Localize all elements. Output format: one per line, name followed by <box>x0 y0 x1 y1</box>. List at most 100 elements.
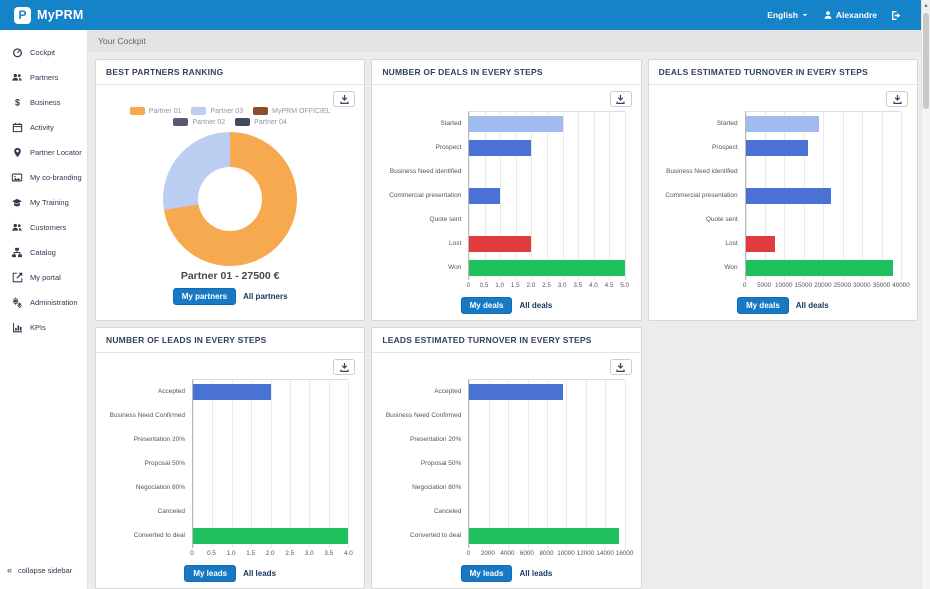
sidebar-item-cockpit[interactable]: Cockpit <box>0 40 87 65</box>
sidebar-item-label: Administration <box>30 298 78 307</box>
category-label: Commercial presentation <box>389 191 462 199</box>
sidebar-item-administration[interactable]: Administration <box>0 290 87 315</box>
download-button[interactable] <box>333 91 356 107</box>
bar-converted-to-deal <box>469 528 619 544</box>
legend-swatch <box>235 118 251 126</box>
bar-row <box>746 208 901 232</box>
sidebar-item-activity[interactable]: Activity <box>0 115 87 140</box>
category-label: Won <box>448 263 462 271</box>
category-label: Business Need Confirmed <box>385 411 462 419</box>
bar-row <box>469 428 624 452</box>
category-label: Quote sent <box>705 215 738 223</box>
my-leads-button[interactable]: My leads <box>460 565 513 582</box>
legend-item-myprm-officiel[interactable]: MyPRM OFFICIEL <box>253 107 331 115</box>
category-label: Proposal 50% <box>420 459 462 467</box>
gauge-icon <box>11 47 23 58</box>
axis-tick-label: 35000 <box>872 282 891 289</box>
all-partners-button[interactable]: All partners <box>243 292 288 301</box>
sidebar-item-label: Partner Locator <box>30 148 82 157</box>
all-leads-button[interactable]: All leads <box>519 569 553 578</box>
download-button[interactable] <box>886 91 908 107</box>
sidebar-item-partner-locator[interactable]: Partner Locator <box>0 140 87 165</box>
category-label: Lost <box>725 239 738 247</box>
bar-prospect <box>469 140 532 156</box>
vertical-scrollbar[interactable]: ▲ <box>921 0 930 589</box>
sidebar-item-catalog[interactable]: Catalog <box>0 240 87 265</box>
axis-tick-label: 8000 <box>539 550 554 557</box>
sidebar-item-kpis[interactable]: KPIs <box>0 315 87 340</box>
bar-row <box>193 452 348 476</box>
panel-title: BEST PARTNERS RANKING <box>96 60 365 85</box>
category-label: Business Need identified <box>666 167 738 175</box>
legend-swatch <box>173 118 189 126</box>
bar-row <box>469 452 624 476</box>
bar-row <box>745 112 901 136</box>
language-label: English <box>767 10 798 20</box>
sidebar-item-my-co-branding[interactable]: My co-branding <box>0 165 87 190</box>
category-label: Converted to deal <box>410 531 462 539</box>
double-chevron-left-icon: « <box>7 565 13 575</box>
logout-button[interactable] <box>891 10 902 21</box>
axis-tick-label: 0.5 <box>479 282 489 289</box>
axis-tick-label: 6000 <box>519 550 534 557</box>
category-label: Lost <box>449 239 462 247</box>
axis-tick-label: 5000 <box>757 282 772 289</box>
legend-item-partner-02[interactable]: Partner 02 <box>173 118 225 126</box>
legend-label: Partner 03 <box>210 107 244 115</box>
axis-tick-label: 14000 <box>596 550 614 557</box>
download-button[interactable] <box>333 359 356 375</box>
legend-swatch <box>129 107 145 115</box>
all-deals-button[interactable]: All deals <box>519 301 553 310</box>
sidebar-item-label: Activity <box>30 123 54 132</box>
bar-lost <box>745 236 775 252</box>
category-axis: Started Prospect Business Need identified C… <box>659 111 745 280</box>
sidebar-item-my-training[interactable]: My Training <box>0 190 87 215</box>
legend-item-partner-03[interactable]: Partner 03 <box>191 107 243 115</box>
bar-row <box>469 136 624 160</box>
legend-swatch <box>253 107 269 115</box>
user-menu[interactable]: Alexandre <box>823 10 877 20</box>
scrollbar-thumb[interactable] <box>923 13 929 109</box>
collapse-sidebar-button[interactable]: « collapse sidebar <box>7 565 72 575</box>
sidebar-item-my-portal[interactable]: My portal <box>0 265 87 290</box>
chart-legend: Partner 01 Partner 03 MyPRM OFFICIEL Partne… <box>106 107 354 126</box>
all-leads-button[interactable]: All leads <box>243 569 277 578</box>
axis-tick-label: 4.0 <box>589 282 598 289</box>
axis-tick-label: 5.0 <box>620 282 630 289</box>
legend-item-partner-04[interactable]: Partner 04 <box>235 118 287 126</box>
bar-accepted <box>193 384 271 400</box>
category-label: Business Need identified <box>389 167 462 175</box>
axis-tick-label: 2000 <box>480 550 495 557</box>
donut-chart: Partner 01 Partner 03 MyPRM OFFICIEL Partne… <box>106 107 354 282</box>
sign-out-icon <box>891 10 902 21</box>
scroll-up-arrow-icon[interactable]: ▲ <box>922 0 930 12</box>
my-partners-button[interactable]: My partners <box>172 288 237 305</box>
brand-logo[interactable]: P MyPRM <box>14 6 84 24</box>
language-dropdown[interactable]: English <box>767 10 809 20</box>
my-deals-button[interactable]: My deals <box>736 297 789 314</box>
all-deals-button[interactable]: All deals <box>795 301 829 310</box>
sidebar-item-customers[interactable]: Customers <box>0 215 87 240</box>
axis-tick-label: 0 <box>742 282 747 289</box>
download-button[interactable] <box>609 91 632 107</box>
bar-accepted <box>469 384 564 400</box>
sidebar-item-partners[interactable]: Partners <box>0 65 87 90</box>
download-button[interactable] <box>609 359 632 375</box>
category-label: Prospect <box>435 143 462 151</box>
external-link-icon <box>11 272 23 283</box>
bar-row <box>193 500 348 524</box>
bar-row <box>469 160 624 184</box>
axis-tick-label: 3.5 <box>573 282 583 289</box>
user-icon <box>823 10 833 20</box>
category-label: Started <box>440 119 462 127</box>
sidebar-item-business[interactable]: $ Business <box>0 90 87 115</box>
panel-best-partners-ranking: BEST PARTNERS RANKING Partner 01 Partner … <box>95 59 366 321</box>
category-label: Canceled <box>433 507 462 515</box>
legend-item-partner-01[interactable]: Partner 01 <box>129 107 181 115</box>
axis-tick-label: 4.5 <box>604 282 614 289</box>
panel-number-of-leads: NUMBER OF LEADS IN EVERY STEPS Accepted B… <box>95 327 366 589</box>
bar-row <box>469 256 625 280</box>
my-leads-button[interactable]: My leads <box>184 565 237 582</box>
category-label: Commercial presentation <box>665 191 738 199</box>
my-deals-button[interactable]: My deals <box>460 297 513 314</box>
